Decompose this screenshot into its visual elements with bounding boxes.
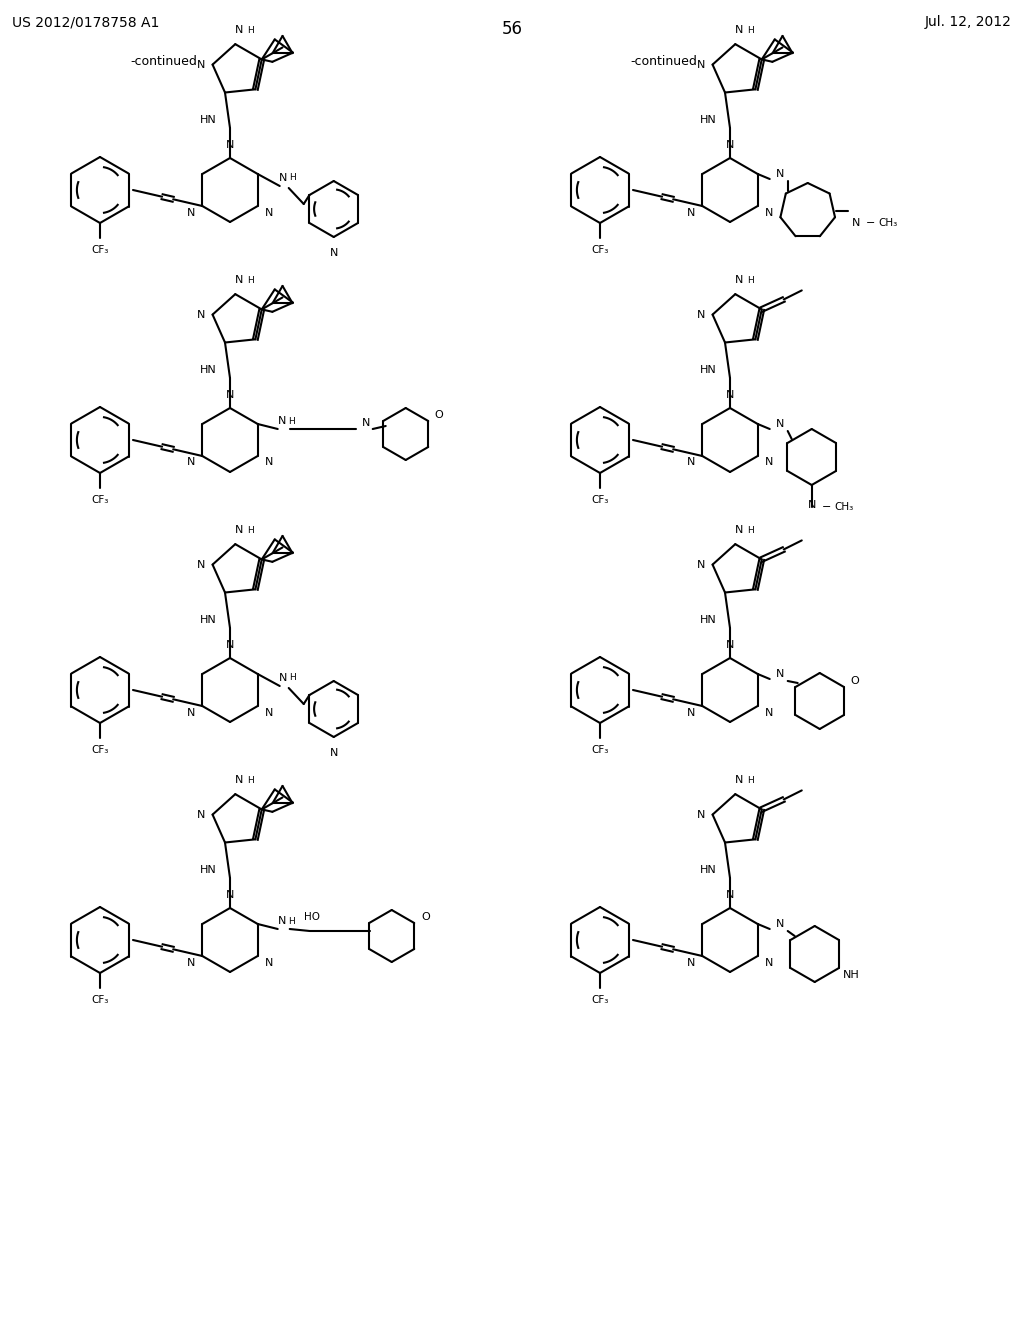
Text: O: O [421, 912, 430, 921]
Text: N: N [775, 418, 784, 429]
Text: N: N [687, 207, 695, 218]
Text: N: N [696, 809, 705, 820]
Text: N: N [330, 748, 338, 758]
Text: CF₃: CF₃ [591, 995, 608, 1005]
Text: H: H [247, 25, 254, 34]
Text: N: N [236, 525, 244, 535]
Text: N: N [265, 708, 273, 718]
Text: N: N [265, 957, 273, 968]
Text: N: N [236, 25, 244, 36]
Text: O: O [851, 676, 859, 685]
Text: N: N [765, 207, 773, 218]
Text: N: N [696, 310, 705, 319]
Text: N: N [735, 275, 743, 285]
Text: NH: NH [843, 970, 859, 979]
Text: CF₃: CF₃ [91, 246, 109, 255]
Text: N: N [808, 500, 816, 510]
Text: −: − [866, 218, 876, 228]
Text: N: N [226, 389, 234, 400]
Text: CF₃: CF₃ [591, 495, 608, 506]
Text: H: H [746, 525, 754, 535]
Text: -continued: -continued [630, 55, 697, 69]
Text: HN: HN [200, 615, 216, 624]
Text: N: N [735, 525, 743, 535]
Text: N: N [186, 207, 196, 218]
Text: N: N [687, 957, 695, 968]
Text: N: N [775, 919, 784, 929]
Text: HN: HN [699, 115, 717, 125]
Text: N: N [775, 669, 784, 678]
Text: N: N [765, 458, 773, 467]
Text: CF₃: CF₃ [91, 495, 109, 506]
Text: N: N [278, 916, 286, 927]
Text: N: N [852, 218, 860, 228]
Text: HN: HN [200, 115, 216, 125]
Text: CH₃: CH₃ [879, 218, 897, 228]
Text: H: H [247, 276, 254, 285]
Text: O: O [434, 411, 443, 420]
Text: N: N [696, 59, 705, 70]
Text: N: N [186, 957, 196, 968]
Text: N: N [765, 708, 773, 718]
Text: HN: HN [699, 615, 717, 624]
Text: H: H [290, 673, 296, 682]
Text: N: N [726, 140, 734, 150]
Text: N: N [226, 140, 234, 150]
Text: H: H [289, 417, 295, 425]
Text: H: H [247, 776, 254, 784]
Text: N: N [197, 809, 205, 820]
Text: HN: HN [699, 366, 717, 375]
Text: N: N [687, 458, 695, 467]
Text: H: H [746, 776, 754, 784]
Text: N: N [726, 640, 734, 649]
Text: −: − [822, 502, 831, 512]
Text: N: N [726, 389, 734, 400]
Text: N: N [765, 957, 773, 968]
Text: HN: HN [200, 865, 216, 875]
Text: -continued: -continued [130, 55, 197, 69]
Text: H: H [746, 25, 754, 34]
Text: N: N [197, 310, 205, 319]
Text: N: N [226, 890, 234, 900]
Text: 56: 56 [502, 20, 522, 38]
Text: N: N [279, 173, 287, 183]
Text: N: N [775, 169, 784, 180]
Text: N: N [265, 458, 273, 467]
Text: N: N [687, 708, 695, 718]
Text: CH₃: CH₃ [835, 502, 853, 512]
Text: H: H [289, 916, 295, 925]
Text: N: N [236, 275, 244, 285]
Text: N: N [265, 207, 273, 218]
Text: HN: HN [200, 366, 216, 375]
Text: H: H [290, 173, 296, 182]
Text: N: N [186, 708, 196, 718]
Text: H: H [746, 276, 754, 285]
Text: HN: HN [699, 865, 717, 875]
Text: Jul. 12, 2012: Jul. 12, 2012 [925, 15, 1012, 29]
Text: N: N [330, 248, 338, 257]
Text: N: N [361, 418, 370, 428]
Text: CF₃: CF₃ [591, 744, 608, 755]
Text: CF₃: CF₃ [91, 995, 109, 1005]
Text: US 2012/0178758 A1: US 2012/0178758 A1 [12, 15, 160, 29]
Text: N: N [236, 775, 244, 785]
Text: CF₃: CF₃ [91, 744, 109, 755]
Text: N: N [186, 458, 196, 467]
Text: HO: HO [304, 912, 319, 921]
Text: CF₃: CF₃ [591, 246, 608, 255]
Text: N: N [278, 416, 286, 426]
Text: N: N [197, 59, 205, 70]
Text: N: N [735, 25, 743, 36]
Text: N: N [735, 775, 743, 785]
Text: N: N [226, 640, 234, 649]
Text: N: N [197, 560, 205, 570]
Text: N: N [696, 560, 705, 570]
Text: N: N [279, 673, 287, 682]
Text: H: H [247, 525, 254, 535]
Text: N: N [726, 890, 734, 900]
